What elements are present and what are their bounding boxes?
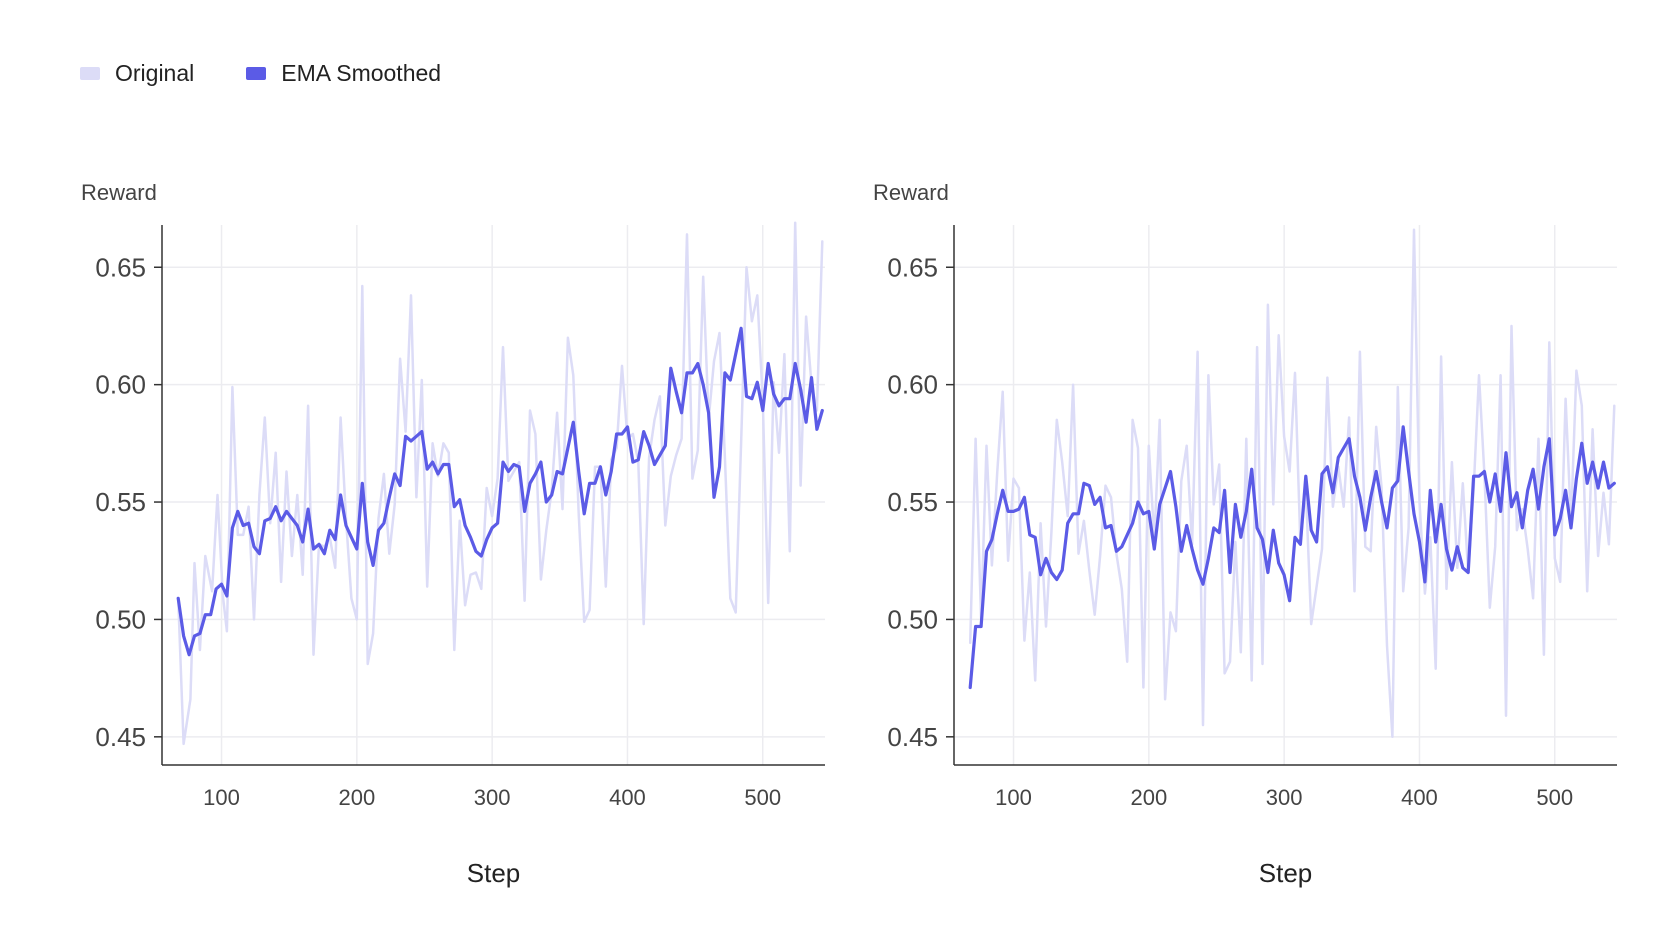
chart1-x-tick-label: 100 xyxy=(995,785,1032,810)
chart0-x-tick-label: 400 xyxy=(609,785,646,810)
legend-label-ema-smoothed: EMA Smoothed xyxy=(281,60,442,86)
legend-swatch-ema-smoothed xyxy=(246,67,267,80)
chart1-x-tick-label: 200 xyxy=(1130,785,1167,810)
chart1-series-original xyxy=(968,228,1616,739)
chart1-y-axis-label: Reward xyxy=(873,180,949,205)
chart1-y-tick-label: 0.45 xyxy=(887,722,938,752)
chart-right: 0.45 0.50 0.55 0.60 0.65 100 200 300 400 500 Rewar… xyxy=(873,180,1617,888)
chart0-series-ema-smoothed xyxy=(176,326,824,657)
chart1-x-axis-label: Step xyxy=(1259,858,1313,888)
chart0-y-tick-label: 0.55 xyxy=(95,487,146,517)
chart0-y-axis-label: Reward xyxy=(81,180,157,205)
chart1-y-tick-label: 0.65 xyxy=(887,252,938,282)
legend-label-original: Original xyxy=(115,60,195,86)
chart1-x-tick-label: 500 xyxy=(1536,785,1573,810)
chart-left: 0.45 0.50 0.55 0.60 0.65 100 200 300 400 500 Rewar… xyxy=(81,180,825,888)
chart1-x-tick-label: 300 xyxy=(1266,785,1303,810)
chart0-y-tick-label: 0.60 xyxy=(95,370,146,400)
chart0-x-axis-label: Step xyxy=(467,858,521,888)
chart0-x-tick-label: 200 xyxy=(338,785,375,810)
chart1-x-tick-label: 400 xyxy=(1401,785,1438,810)
legend: Original EMA Smoothed xyxy=(80,60,441,87)
legend-swatch-original xyxy=(80,67,100,80)
chart0-x-tick-label: 300 xyxy=(474,785,511,810)
legend-item-original[interactable]: Original xyxy=(80,60,194,87)
chart0-x-tick-label: 500 xyxy=(744,785,781,810)
chart0-y-tick-label: 0.65 xyxy=(95,252,146,282)
chart0-x-tick-label: 100 xyxy=(203,785,240,810)
chart1-y-tick-label: 0.60 xyxy=(887,370,938,400)
chart1-y-tick-label: 0.50 xyxy=(887,604,938,634)
chart0-y-tick-label: 0.50 xyxy=(95,604,146,634)
chart1-y-tick-label: 0.55 xyxy=(887,487,938,517)
chart1-series-ema-smoothed xyxy=(968,425,1616,690)
chart0-y-tick-label: 0.45 xyxy=(95,722,146,752)
legend-item-ema-smoothed[interactable]: EMA Smoothed xyxy=(246,60,441,87)
chart0-series-original xyxy=(176,221,824,746)
